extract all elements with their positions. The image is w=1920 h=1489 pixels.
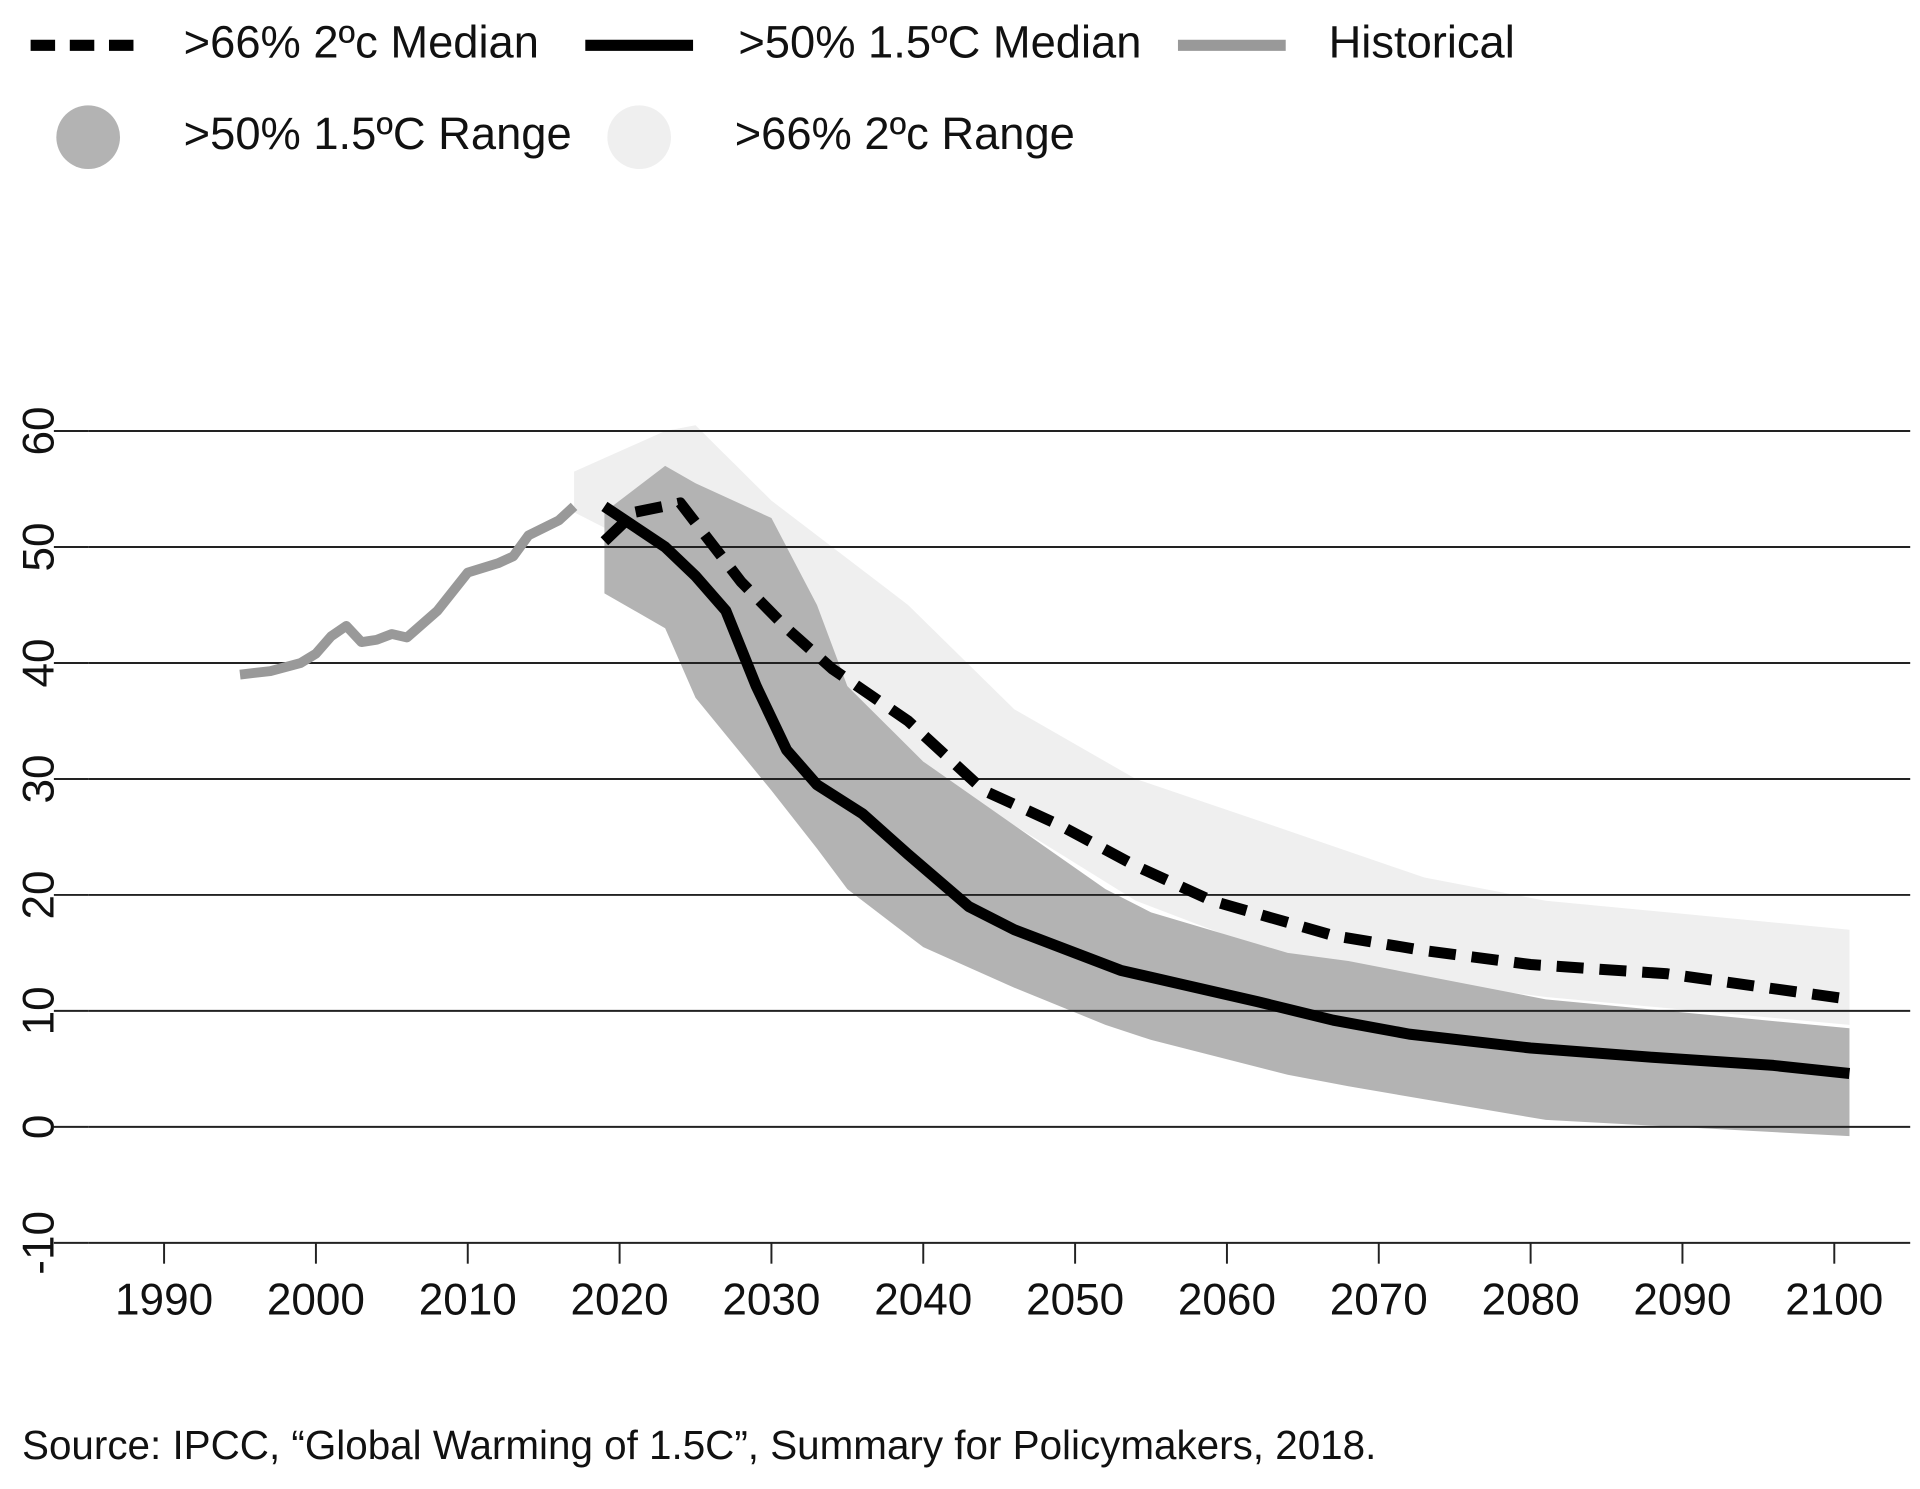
x-tick-label: 2030 (722, 1276, 820, 1325)
range-band (604, 465, 1850, 1137)
median-line (239, 502, 578, 680)
y-tick-label: 10 (14, 986, 63, 1035)
y-tick-label: -10 (14, 1211, 63, 1275)
legend-label: Historical (1329, 16, 1515, 67)
median-line (601, 501, 1851, 1080)
bands (574, 425, 1850, 1137)
grid (88, 430, 1911, 1244)
x-tick-label: 2050 (1026, 1276, 1124, 1325)
legend-label: >50% 1.5ºC Median (738, 16, 1141, 67)
x-tick-label: 2040 (874, 1276, 972, 1325)
range-band (574, 425, 1850, 1025)
legend-label: >66% 2ºc Median (184, 16, 539, 67)
x-tick-label: 2000 (267, 1276, 365, 1325)
y-tick-label: 60 (14, 407, 63, 456)
y-tick-label: 20 (14, 870, 63, 919)
legend-label: >66% 2ºc Range (735, 108, 1075, 159)
source-note: Source: IPCC, “Global Warming of 1.5C”, … (22, 1422, 1376, 1468)
legend-label: >50% 1.5ºC Range (184, 108, 572, 159)
y-tick-label: 30 (14, 754, 63, 803)
y-tick-label: 0 (14, 1115, 63, 1140)
x-tick-label: 2060 (1178, 1276, 1276, 1325)
x-tick-label: 2080 (1482, 1276, 1580, 1325)
legend-swatch (607, 105, 672, 169)
median-line (600, 497, 1851, 1005)
x-tick-label: 2010 (419, 1276, 517, 1325)
y-tick-label: 40 (14, 638, 63, 687)
y-tick-label: 50 (14, 522, 63, 571)
legend: >66% 2ºc Median >50% 1.5ºC Median Historic… (30, 16, 1515, 169)
x-tick-label: 2090 (1633, 1276, 1731, 1325)
lines (239, 497, 1851, 1080)
x-tick-label: 1990 (115, 1276, 213, 1325)
x-tick-label: 2070 (1330, 1276, 1428, 1325)
x-tick-label: 2020 (571, 1276, 669, 1325)
x-tick-label: 2100 (1785, 1276, 1883, 1325)
legend-swatch (56, 105, 120, 169)
